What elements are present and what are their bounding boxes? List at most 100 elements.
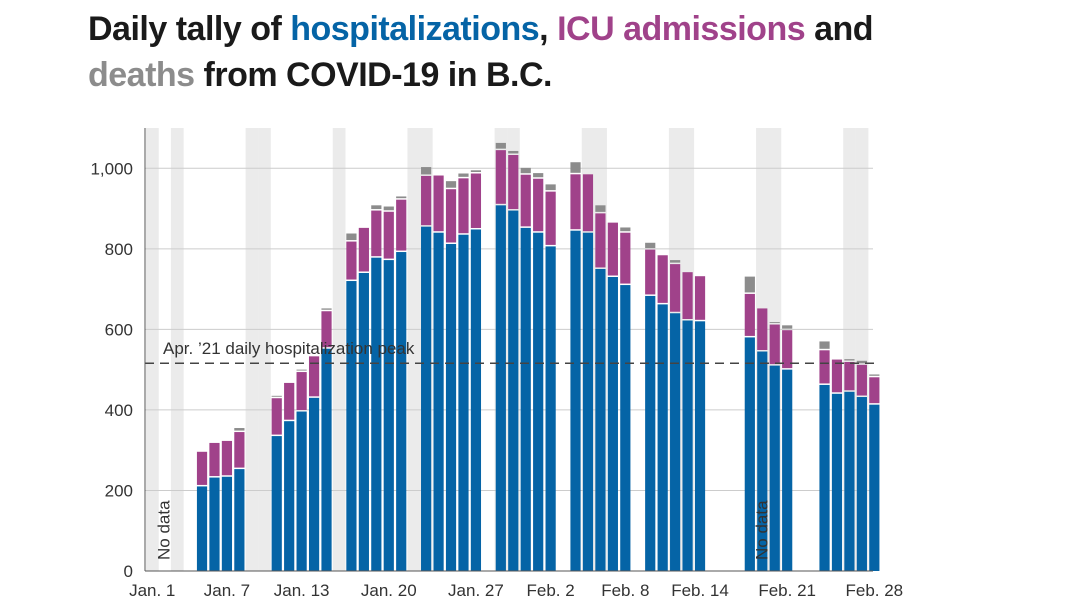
icu-bar	[271, 398, 282, 435]
icu-bar	[694, 276, 706, 320]
no-data-label: No data	[155, 500, 174, 560]
hospitalization-bar	[607, 277, 618, 571]
hospitalization-bar	[445, 243, 457, 571]
y-tick-label: 800	[105, 240, 133, 259]
hospitalization-bar	[284, 421, 295, 571]
icu-bar	[234, 432, 245, 468]
hospitalization-bar	[545, 246, 556, 571]
x-axis: Jan. 1 Jan. 7 Jan. 13 Jan. 20 Jan. 27 Feb. 2 F…	[129, 581, 903, 600]
icu-bar	[371, 210, 382, 257]
deaths-bar	[346, 233, 357, 241]
icu-bar	[545, 191, 556, 245]
icu-bar	[744, 293, 755, 336]
deaths-bar	[620, 227, 631, 232]
icu-bar	[819, 350, 830, 384]
deaths-bar	[458, 173, 469, 177]
y-axis: 0 200 400 600 800 1,000	[90, 128, 873, 581]
x-tick-label: Feb. 2	[527, 581, 575, 600]
deaths-bar	[844, 359, 855, 361]
icu-bar	[645, 249, 656, 295]
deaths-bar	[234, 428, 245, 431]
bars	[196, 142, 880, 572]
hospitalization-bar	[296, 411, 307, 571]
hospitalization-bar	[458, 234, 469, 572]
hospitalization-bar	[620, 285, 631, 571]
hospitalization-bar	[769, 365, 780, 571]
hospitalization-bar	[308, 397, 320, 571]
hospitalization-bar	[346, 281, 357, 571]
icu-bar	[769, 324, 780, 365]
hospitalization-bar	[782, 369, 793, 571]
hospitalization-bar	[670, 313, 681, 571]
icu-bar	[570, 174, 581, 230]
deaths-bar	[371, 205, 382, 210]
icu-bar	[620, 232, 631, 284]
title-deaths: deaths	[88, 56, 195, 94]
hospitalization-bar	[582, 232, 594, 571]
icu-bar	[358, 227, 369, 272]
icu-bar	[296, 372, 307, 411]
hospitalization-bar	[757, 351, 768, 571]
hospitalization-bar	[831, 393, 843, 571]
deaths-bar	[869, 374, 880, 376]
x-tick-label: Jan. 7	[204, 581, 250, 600]
y-tick-label: 200	[105, 481, 133, 500]
icu-bar	[670, 264, 681, 312]
icu-bar	[869, 377, 880, 404]
icu-bar	[383, 211, 394, 259]
hospitalization-bar	[433, 232, 444, 571]
deaths-bar	[769, 322, 780, 324]
y-tick-label: 400	[105, 401, 133, 420]
icu-bar	[844, 361, 855, 391]
icu-bar	[421, 175, 432, 226]
deaths-bar	[520, 167, 531, 174]
no-data-label: No data	[752, 500, 771, 560]
hospitalization-bar	[196, 486, 208, 571]
deaths-bar	[495, 142, 506, 149]
deaths-bar	[819, 341, 830, 349]
chart-title: Daily tally of hospitalizations, ICU adm…	[88, 6, 988, 98]
deaths-bar	[296, 369, 307, 371]
icu-bar	[757, 308, 768, 351]
icu-bar	[321, 311, 332, 348]
icu-bar	[308, 356, 320, 397]
x-tick-label: Feb. 14	[671, 581, 729, 600]
title-hospitalizations: hospitalizations	[290, 10, 540, 48]
hospitalization-bar	[371, 257, 382, 571]
icu-bar	[582, 174, 594, 232]
icu-bar	[520, 174, 531, 227]
hospitalization-bar	[508, 210, 519, 572]
icu-bar	[657, 255, 668, 303]
x-tick-label: Jan. 20	[361, 581, 417, 600]
deaths-bar	[396, 196, 407, 199]
title-part-2: ,	[539, 10, 558, 48]
icu-bar	[595, 213, 606, 268]
icu-bar	[433, 175, 444, 232]
deaths-bar	[508, 150, 519, 154]
x-tick-label: Jan. 1	[129, 581, 175, 600]
hospitalization-bar	[856, 397, 867, 571]
icu-bar	[495, 150, 506, 204]
hospitalization-bar	[358, 272, 369, 571]
deaths-bar	[383, 206, 394, 211]
hospitalization-bar	[570, 230, 581, 572]
deaths-bar	[570, 162, 581, 173]
icu-bar	[682, 272, 693, 320]
hospitalization-bar	[221, 476, 233, 571]
hospitalization-bar	[844, 391, 855, 571]
deaths-bar	[470, 170, 482, 173]
hospitalization-bar	[645, 295, 656, 571]
icu-bar	[284, 382, 295, 420]
icu-bar	[508, 154, 519, 210]
icu-bar	[470, 173, 482, 228]
x-tick-label: Feb. 21	[758, 581, 816, 600]
no-data-labels: No data No data	[155, 500, 772, 560]
hospitalization-bar	[321, 348, 332, 571]
title-part-1: Daily tally of	[88, 10, 291, 48]
hospitalization-bar	[383, 260, 394, 571]
x-tick-label: Jan. 13	[274, 581, 330, 600]
weekend-band	[245, 128, 259, 571]
weekend-band	[170, 128, 184, 571]
deaths-bar	[670, 260, 681, 263]
